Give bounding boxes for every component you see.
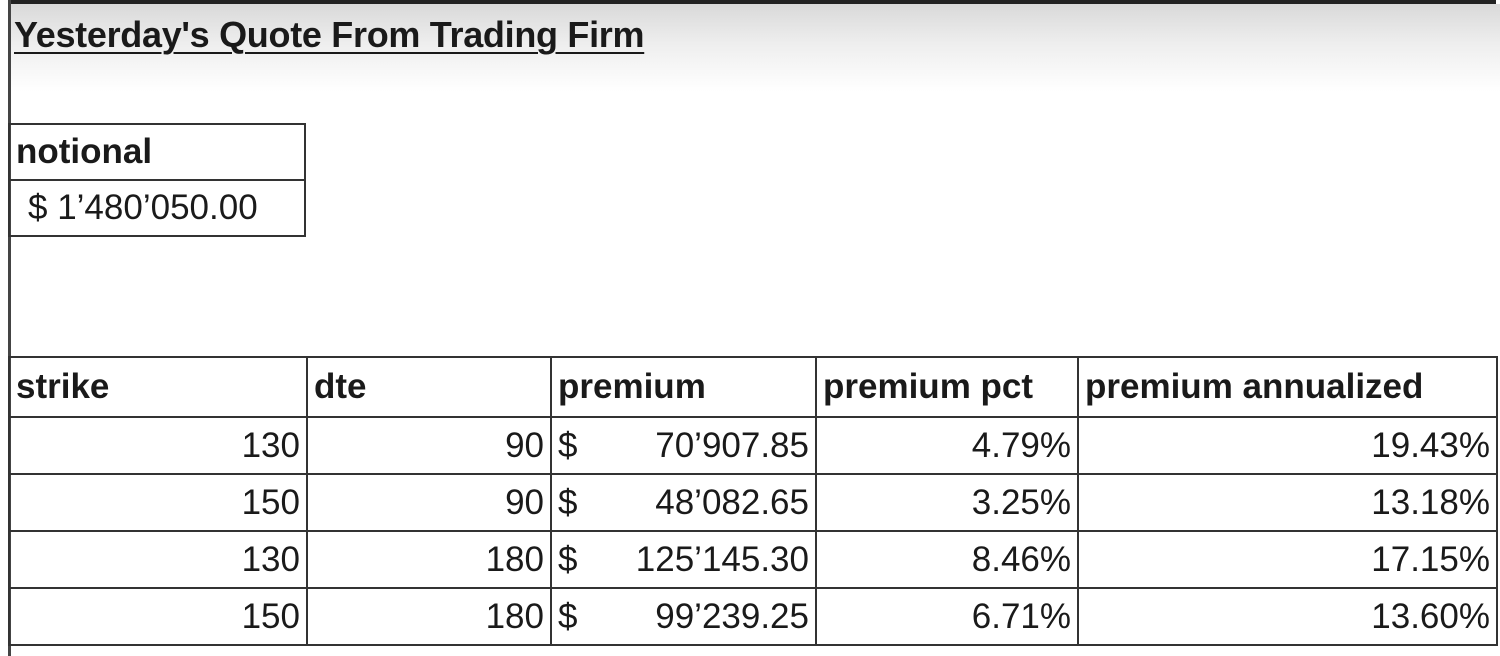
- cell-premium-pct[interactable]: 6.71%: [815, 587, 1079, 646]
- currency-symbol: $: [558, 425, 578, 465]
- header-premium-annualized[interactable]: premium annualized: [1077, 356, 1498, 418]
- page-title: Yesterday's Quote From Trading Firm: [14, 14, 645, 55]
- cell-strike[interactable]: 150: [8, 473, 308, 532]
- premium-value: 48’082.65: [655, 482, 809, 522]
- header-strike[interactable]: strike: [8, 356, 308, 418]
- header-premium-pct[interactable]: premium pct: [815, 356, 1079, 418]
- cell-dte[interactable]: 90: [306, 473, 552, 532]
- sheet-left-border: [8, 0, 11, 656]
- table-row: 130 90 $70’907.85 4.79% 19.43%: [8, 416, 1498, 475]
- cell-premium-annualized[interactable]: 19.43%: [1077, 416, 1498, 475]
- notional-table: notional $ 1’480’050.00: [8, 123, 306, 237]
- notional-label[interactable]: notional: [8, 123, 306, 181]
- cell-dte[interactable]: 90: [306, 416, 552, 475]
- premium-value: 125’145.30: [635, 539, 809, 579]
- cell-premium[interactable]: $125’145.30: [550, 530, 817, 589]
- cell-strike[interactable]: 150: [8, 587, 308, 646]
- premium-value: 70’907.85: [655, 425, 809, 465]
- notional-value[interactable]: $ 1’480’050.00: [8, 179, 306, 237]
- cell-strike[interactable]: 130: [8, 530, 308, 589]
- cell-premium-pct[interactable]: 3.25%: [815, 473, 1079, 532]
- cell-premium-pct[interactable]: 8.46%: [815, 530, 1079, 589]
- cell-premium-annualized[interactable]: 13.18%: [1077, 473, 1498, 532]
- cell-dte[interactable]: 180: [306, 587, 552, 646]
- cell-premium-annualized[interactable]: 13.60%: [1077, 587, 1498, 646]
- cell-premium[interactable]: $99’239.25: [550, 587, 817, 646]
- cell-premium[interactable]: $48’082.65: [550, 473, 817, 532]
- currency-symbol: $: [558, 539, 578, 579]
- header-premium[interactable]: premium: [550, 356, 817, 418]
- cell-premium-pct[interactable]: 4.79%: [815, 416, 1079, 475]
- table-header-row: strike dte premium premium pct premium a…: [8, 356, 1498, 418]
- cell-dte[interactable]: 180: [306, 530, 552, 589]
- quotes-table: strike dte premium premium pct premium a…: [8, 356, 1498, 646]
- table-row: 150 90 $48’082.65 3.25% 13.18%: [8, 473, 1498, 532]
- sheet-top-border: [8, 0, 1496, 4]
- table-row: 130 180 $125’145.30 8.46% 17.15%: [8, 530, 1498, 589]
- cell-strike[interactable]: 130: [8, 416, 308, 475]
- table-row: 150 180 $99’239.25 6.71% 13.60%: [8, 587, 1498, 646]
- cell-premium[interactable]: $70’907.85: [550, 416, 817, 475]
- premium-value: 99’239.25: [655, 596, 809, 636]
- title-band: [11, 4, 1500, 92]
- header-dte[interactable]: dte: [306, 356, 552, 418]
- currency-symbol: $: [558, 596, 578, 636]
- currency-symbol: $: [558, 482, 578, 522]
- cell-premium-annualized[interactable]: 17.15%: [1077, 530, 1498, 589]
